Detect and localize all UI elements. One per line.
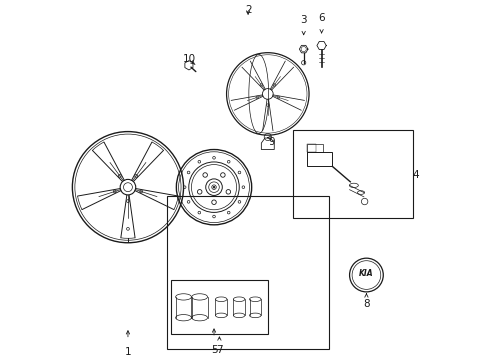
Text: KIA: KIA — [358, 269, 373, 278]
Text: 9: 9 — [267, 138, 274, 147]
Text: 6: 6 — [318, 13, 324, 23]
Circle shape — [213, 186, 215, 188]
Text: 2: 2 — [244, 5, 251, 15]
Text: 4: 4 — [411, 170, 418, 180]
Text: 8: 8 — [363, 299, 369, 309]
Bar — [171, 280, 267, 334]
Text: 1: 1 — [124, 347, 131, 357]
Text: 7: 7 — [216, 345, 222, 355]
Bar — [306, 144, 316, 152]
Bar — [167, 196, 328, 348]
Bar — [292, 130, 412, 218]
Text: 5: 5 — [210, 345, 217, 355]
Text: 10: 10 — [182, 54, 195, 64]
Text: 3: 3 — [300, 15, 306, 26]
Bar — [306, 152, 332, 166]
Bar — [306, 144, 323, 152]
